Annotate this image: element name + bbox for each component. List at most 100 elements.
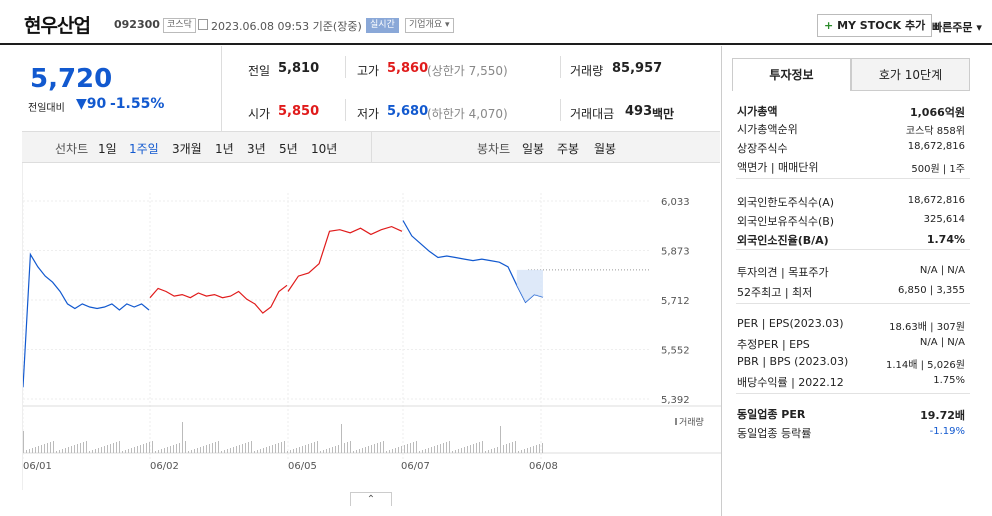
volume-bar <box>470 445 471 453</box>
volume-bar <box>392 449 393 453</box>
invest-value: 18,672,816 <box>907 141 965 152</box>
volume-bar <box>134 447 135 453</box>
invest-value: 325,614 <box>923 214 965 225</box>
volume-bar <box>533 446 534 453</box>
volume-bar <box>296 448 297 453</box>
volume-bar <box>122 451 123 453</box>
invest-label: 외국인한도주식수(A) <box>737 196 835 209</box>
volume-bar <box>86 441 87 453</box>
volume-bar <box>380 442 381 453</box>
volume-bar <box>152 441 153 453</box>
volume-bar <box>209 444 210 453</box>
x-tick-label: 06/01 <box>23 461 52 472</box>
my-stock-add-button[interactable]: + MY STOCK 추가 <box>817 14 933 37</box>
volume-bar <box>506 444 507 453</box>
tab-3y[interactable]: 3년 <box>247 142 266 156</box>
volume-bar <box>56 451 57 453</box>
y-tick-label: 5,712 <box>661 296 690 307</box>
volume-bar <box>227 449 228 453</box>
volume-bar <box>389 450 390 453</box>
tab-daily[interactable]: 일봉 <box>522 142 545 156</box>
volume-bar <box>452 451 453 453</box>
stock-name: 현우산업 <box>24 15 91 37</box>
invest-value: N/A | N/A <box>919 337 965 348</box>
collapse-chart-button[interactable]: ⌃ <box>350 492 392 506</box>
tab-10y[interactable]: 10년 <box>311 142 338 156</box>
tab-1w[interactable]: 1주일 <box>129 142 159 156</box>
tab-5y[interactable]: 5년 <box>279 142 298 156</box>
price-chart-svg: 6,033 5,873 5,712 5,552 5,392 거래량 06/01 06/02 06… <box>22 193 721 472</box>
volume-bar <box>542 443 543 453</box>
volume-bar <box>53 441 54 453</box>
volume-label: 거래량 <box>679 416 704 428</box>
tab-invest-info[interactable]: 투자정보 <box>732 58 851 91</box>
volume-bar <box>410 443 411 453</box>
tab-3m[interactable]: 3개월 <box>172 142 202 156</box>
volume-bar <box>461 448 462 453</box>
invest-label: 외국인소진율(B/A) <box>737 234 829 247</box>
price-fill-area <box>516 269 543 303</box>
volume-bar <box>482 441 483 453</box>
volume-bar <box>488 450 489 453</box>
volume-bar <box>206 445 207 453</box>
price-line-series-4 <box>402 220 544 304</box>
volume-bar <box>512 442 513 453</box>
quick-order-button[interactable]: 빠른주문 ▾ <box>932 21 982 34</box>
price-chart: 6,033 5,873 5,712 5,552 5,392 거래량 06/01 06/02 06… <box>22 163 721 490</box>
volume-bar <box>116 442 117 453</box>
volume-bar <box>92 450 93 453</box>
volume-bar <box>32 448 33 453</box>
volume-bar <box>107 445 108 453</box>
volume-bar <box>236 446 237 453</box>
tab-monthly[interactable]: 월봉 <box>594 142 617 156</box>
volume-value: 85,957 <box>612 61 663 76</box>
volume-bar <box>248 442 249 453</box>
volume-bar <box>95 449 96 453</box>
volume-bar <box>434 446 435 453</box>
volume-bar <box>200 447 201 453</box>
volume-bar <box>29 449 30 453</box>
volume-bar <box>305 445 306 453</box>
tab-1y[interactable]: 1년 <box>215 142 234 156</box>
volume-bar <box>65 448 66 453</box>
volume-label: 거래량 <box>570 64 604 78</box>
volume-bar <box>437 445 438 453</box>
low-value: 5,680 <box>387 104 429 119</box>
price-line-series-2 <box>149 284 288 314</box>
volume-bar <box>203 446 204 453</box>
change-label: 전일대비 <box>28 103 65 114</box>
invest-label: 배당수익률 | 2022.12 <box>737 376 844 389</box>
volume-bar <box>281 442 282 453</box>
invest-value: 500원 | 1주 <box>911 164 965 175</box>
volume-bar <box>335 446 336 453</box>
volume-bar <box>233 447 234 453</box>
volume-bar <box>386 451 387 453</box>
prev-label: 전일 <box>248 64 271 78</box>
tab-weekly[interactable]: 주봉 <box>557 142 580 156</box>
divider <box>736 178 970 179</box>
volume-bar <box>347 442 348 453</box>
volume-bar <box>419 451 420 453</box>
volume-bar <box>269 446 270 453</box>
amount-unit: 백만 <box>652 107 675 121</box>
tab-orderbook[interactable]: 호가 10단계 <box>851 58 970 91</box>
company-info-dropdown[interactable]: 기업개요 ▾ <box>405 18 454 33</box>
volume-bar <box>182 422 183 453</box>
x-tick-label: 06/08 <box>529 461 558 472</box>
volume-bar <box>317 441 318 453</box>
volume-bar <box>338 445 339 453</box>
volume-bar <box>89 451 90 453</box>
volume-bar <box>308 444 309 453</box>
volume-bar <box>284 441 285 453</box>
realtime-badge[interactable]: 실시간 <box>366 18 399 33</box>
volume-bar <box>59 450 60 453</box>
volume-bar <box>242 444 243 453</box>
invest-value: 6,850 | 3,355 <box>898 285 965 296</box>
invest-value: 1.75% <box>933 375 965 386</box>
line-chart-label: 선차트 <box>55 142 89 156</box>
tab-1d[interactable]: 1일 <box>98 142 117 156</box>
divider <box>736 303 970 304</box>
volume-bar <box>173 445 174 453</box>
volume-bar <box>167 447 168 453</box>
volume-bar <box>155 451 156 453</box>
